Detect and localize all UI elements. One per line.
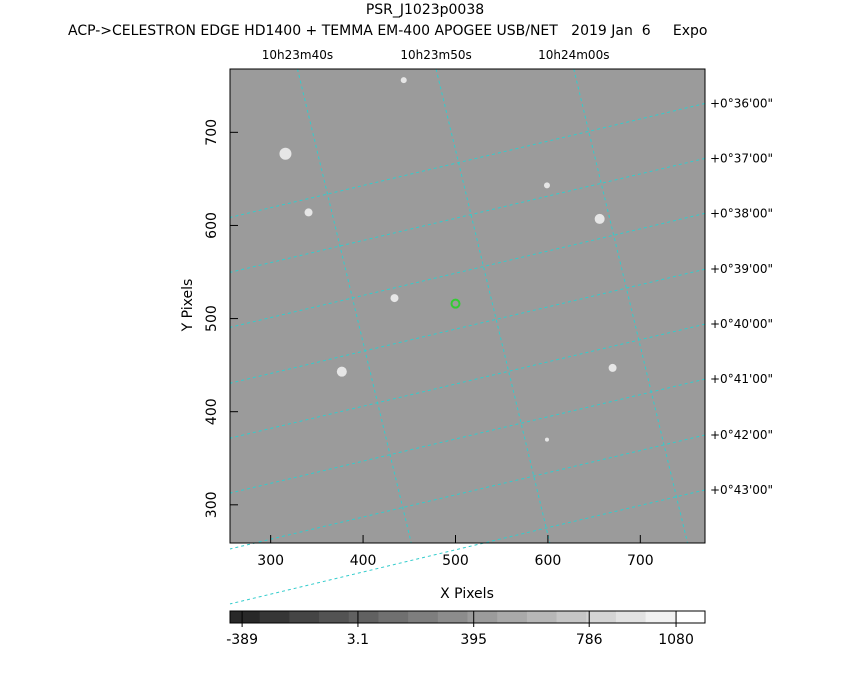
right-tick-label: +0°37'00" — [710, 151, 773, 165]
star — [608, 363, 617, 372]
right-tick-label: +0°40'00" — [710, 317, 773, 331]
colorbar-step — [230, 611, 261, 623]
right-tick-label: +0°39'00" — [710, 262, 773, 276]
star — [543, 182, 550, 189]
chart-subtitle: ACP->CELESTRON EDGE HD1400 + TEMMA EM-40… — [68, 23, 707, 39]
right-tick-label: +0°42'00" — [710, 428, 773, 442]
colorbar-step — [615, 611, 647, 623]
x-tick-label: 400 — [350, 553, 377, 569]
star — [400, 77, 407, 84]
colorbar-tick-label: 1080 — [658, 632, 694, 648]
colorbar-step — [408, 611, 439, 623]
top-tick-label: 10h24m00s — [538, 48, 609, 62]
colorbar-tick-label: 786 — [576, 632, 603, 648]
star — [336, 366, 347, 377]
x-tick-label: 300 — [257, 553, 284, 569]
colorbar-step — [556, 611, 587, 623]
plot-frame — [229, 68, 706, 544]
star — [279, 147, 292, 160]
right-tick-label: +0°41'00" — [710, 372, 773, 386]
y-tick-label: 300 — [204, 491, 220, 518]
target-marker — [450, 298, 461, 309]
colorbar-step — [497, 611, 528, 623]
y-axis-label: Y Pixels — [180, 279, 196, 333]
star — [304, 208, 313, 217]
colorbar-step — [348, 611, 379, 623]
star — [544, 437, 549, 442]
colorbar-step — [437, 611, 468, 623]
colorbar-tick-label: -389 — [226, 632, 258, 648]
colorbar-step — [467, 611, 498, 623]
right-tick-label: +0°38'00" — [710, 206, 773, 220]
y-tick-label: 600 — [204, 212, 220, 239]
chart-title: PSR_J1023p0038 — [366, 2, 484, 18]
y-tick-label: 700 — [204, 119, 220, 146]
right-tick-label: +0°36'00" — [710, 96, 773, 110]
colorbar-tick-label: 395 — [460, 632, 487, 648]
y-tick-label: 500 — [204, 305, 220, 332]
colorbar-step — [526, 611, 558, 623]
x-tick-label: 600 — [535, 553, 562, 569]
colorbar-step — [378, 611, 409, 623]
y-tick-label: 400 — [204, 398, 220, 425]
colorbar-step — [319, 611, 350, 623]
colorbar-tick-label: 3.1 — [347, 632, 369, 648]
colorbar-step — [645, 611, 676, 623]
star — [390, 294, 399, 303]
right-tick-label: +0°43'00" — [710, 483, 773, 497]
star — [594, 213, 605, 224]
x-tick-label: 700 — [627, 553, 654, 569]
x-tick-label: 500 — [442, 553, 469, 569]
colorbar-frame — [229, 610, 706, 624]
x-axis-label: X Pixels — [440, 586, 494, 602]
top-tick-label: 10h23m50s — [400, 48, 471, 62]
image-background — [230, 69, 705, 543]
top-tick-label: 10h23m40s — [262, 48, 333, 62]
colorbar-step — [289, 611, 320, 623]
colorbar-step — [675, 611, 706, 623]
colorbar-step — [586, 611, 617, 623]
colorbar-step — [259, 611, 290, 623]
